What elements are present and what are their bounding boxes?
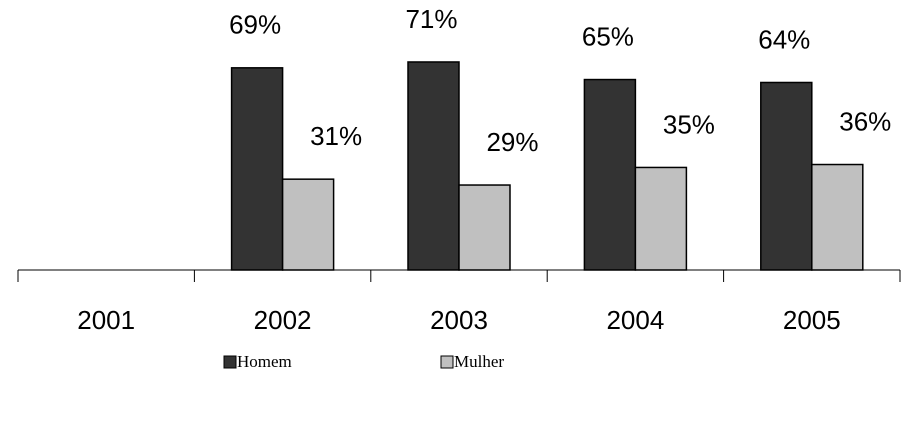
x-tick-label: 2002 (254, 305, 312, 335)
x-tick-label: 2005 (783, 305, 841, 335)
bar (407, 61, 460, 271)
legend-label: Mulher (454, 352, 504, 371)
data-label: 71% (405, 4, 457, 34)
data-label: 29% (486, 127, 538, 157)
bar (458, 184, 511, 271)
data-label: 31% (310, 121, 362, 151)
bar (760, 81, 813, 271)
data-label: 69% (229, 10, 281, 40)
x-tick-label: 2003 (430, 305, 488, 335)
bar (634, 166, 688, 271)
data-label: 35% (663, 109, 715, 139)
bar (583, 78, 637, 271)
legend-label: Homem (237, 352, 292, 371)
x-tick-label: 2004 (606, 305, 664, 335)
data-label: 65% (582, 21, 634, 51)
bar (811, 163, 864, 271)
legend-swatch (223, 355, 237, 369)
data-label: 64% (758, 24, 810, 54)
legend-swatch (440, 355, 454, 369)
bar (281, 178, 335, 271)
x-tick-label: 2001 (77, 305, 135, 335)
data-label: 36% (839, 106, 891, 136)
bar (230, 67, 284, 271)
